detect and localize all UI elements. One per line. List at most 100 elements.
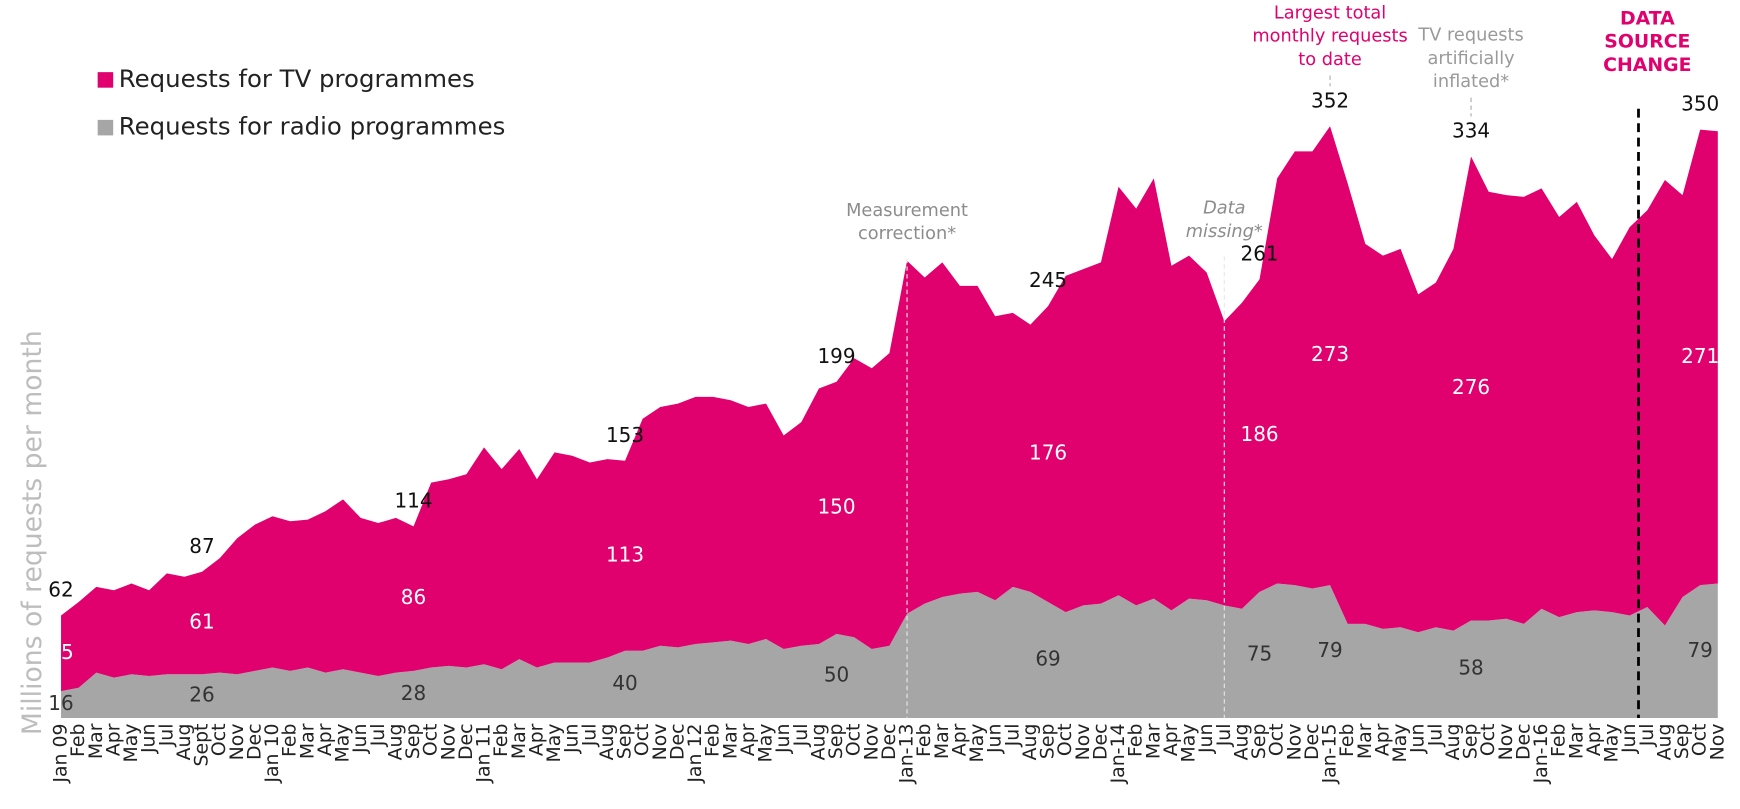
- x-tick-label: Sep: [1460, 724, 1482, 760]
- x-tick-label: Apr: [737, 723, 759, 756]
- x-tick-label: Dec: [243, 724, 265, 761]
- value-label: 61: [189, 610, 214, 634]
- value-label: 273: [1311, 342, 1349, 366]
- x-tick-label: May: [543, 724, 565, 763]
- x-tick-label: Aug: [807, 724, 829, 761]
- x-tick-label: Mar: [85, 723, 107, 759]
- value-label: 113: [606, 542, 644, 566]
- legend-label: Requests for TV programmes: [119, 64, 475, 93]
- x-tick-label: Nov: [1072, 724, 1094, 761]
- value-label: 86: [401, 585, 426, 609]
- annotation: DATA: [1620, 7, 1675, 29]
- x-tick-label: Sept: [191, 724, 213, 767]
- x-tick-label: Nov: [1706, 724, 1728, 761]
- x-tick-label: Mar: [1354, 723, 1376, 759]
- annotation: missing*: [1186, 222, 1263, 242]
- annotation: Data: [1203, 199, 1245, 219]
- x-tick-label: Dec: [878, 724, 900, 761]
- x-tick-label: Jan-16: [1530, 724, 1552, 785]
- x-tick-label: Jan 12: [684, 724, 706, 784]
- x-tick-label: Feb: [1336, 724, 1358, 757]
- x-tick-label: Jun: [1195, 724, 1217, 754]
- value-label: 79: [1317, 638, 1342, 662]
- annotation: CHANGE: [1603, 54, 1691, 76]
- x-tick-label: Apr: [1371, 723, 1393, 756]
- total-label: 153: [606, 423, 644, 447]
- x-tick-label: Jan-15: [1319, 724, 1341, 785]
- x-tick-label: Aug: [1442, 724, 1464, 761]
- x-tick-label: Nov: [649, 724, 671, 761]
- x-tick-label: Mar: [296, 723, 318, 759]
- x-tick-label: May: [120, 724, 142, 763]
- value-label: 40: [612, 671, 637, 695]
- value-label: 45: [48, 640, 73, 664]
- annotation: Largest total: [1274, 3, 1386, 23]
- value-label: 69: [1035, 646, 1060, 670]
- total-label: 199: [817, 344, 855, 368]
- x-tick-label: Jun: [561, 724, 583, 754]
- x-tick-label: Oct: [843, 724, 865, 757]
- x-tick-label: Sep: [1671, 724, 1693, 760]
- x-tick-label: Jun: [349, 724, 371, 754]
- value-label: 26: [189, 683, 214, 707]
- value-label: 75: [1247, 641, 1272, 665]
- legend-swatch: [97, 72, 114, 88]
- x-tick-label: Sep: [1248, 724, 1270, 760]
- value-label: 150: [817, 494, 855, 518]
- area: [61, 583, 1718, 718]
- x-tick-label: Jul: [1636, 724, 1658, 748]
- x-tick-label: Jul: [1213, 724, 1235, 748]
- total-label: 334: [1452, 119, 1490, 143]
- x-tick-label: Mar: [1142, 723, 1164, 759]
- x-tick-label: Jul: [1424, 724, 1446, 748]
- x-tick-label: May: [332, 724, 354, 763]
- x-tick-label: Nov: [1495, 724, 1517, 761]
- x-tick-label: Aug: [173, 724, 195, 761]
- x-tick-label: Apr: [948, 723, 970, 756]
- x-tick-label: Dec: [455, 724, 477, 761]
- x-tick-label: May: [966, 724, 988, 763]
- annotation: Measurement: [846, 201, 968, 221]
- x-tick-label: Oct: [1689, 724, 1711, 757]
- annotation: correction*: [858, 224, 956, 244]
- total-label: 114: [394, 488, 432, 512]
- annotation: inflated*: [1433, 72, 1509, 92]
- x-tick-label: Dec: [1301, 724, 1323, 761]
- value-label: 186: [1240, 422, 1278, 446]
- value-label: 79: [1687, 638, 1712, 662]
- x-tick-label: Nov: [226, 724, 248, 761]
- x-tick-label: Oct: [631, 724, 653, 757]
- x-tick-label: Nov: [1283, 724, 1305, 761]
- x-tick-label: Aug: [384, 724, 406, 761]
- x-tick-label: Feb: [67, 724, 89, 757]
- total-label: 87: [189, 534, 214, 558]
- annotation: TV requests: [1417, 26, 1523, 46]
- x-tick-label: Jul: [578, 724, 600, 748]
- x-tick-label: Oct: [420, 724, 442, 757]
- x-tick-label: Apr: [525, 723, 547, 756]
- total-label: 352: [1311, 88, 1349, 112]
- x-tick-label: Oct: [1477, 724, 1499, 757]
- x-tick-label: Sep: [1037, 724, 1059, 760]
- total-label: 261: [1240, 241, 1278, 265]
- x-tick-label: Dec: [1512, 724, 1534, 761]
- x-tick-label: Oct: [208, 724, 230, 757]
- value-label: 50: [824, 662, 849, 686]
- x-tick-label: Aug: [596, 724, 618, 761]
- annotation: to date: [1298, 50, 1362, 70]
- x-tick-label: Apr: [314, 723, 336, 756]
- legend-swatch: [97, 119, 114, 136]
- value-label: 271: [1681, 344, 1719, 368]
- total-label: 62: [48, 578, 73, 602]
- x-tick-label: Nov: [437, 724, 459, 761]
- y-axis-label: Millions of requests per month: [17, 330, 48, 735]
- x-tick-label: Jun: [772, 724, 794, 754]
- x-tick-label: Sep: [614, 724, 636, 760]
- x-tick-label: Jul: [1001, 724, 1023, 748]
- x-tick-label: Feb: [702, 724, 724, 757]
- total-label: 245: [1029, 268, 1067, 292]
- x-tick-label: Jul: [155, 724, 177, 748]
- x-tick-label: May: [755, 724, 777, 763]
